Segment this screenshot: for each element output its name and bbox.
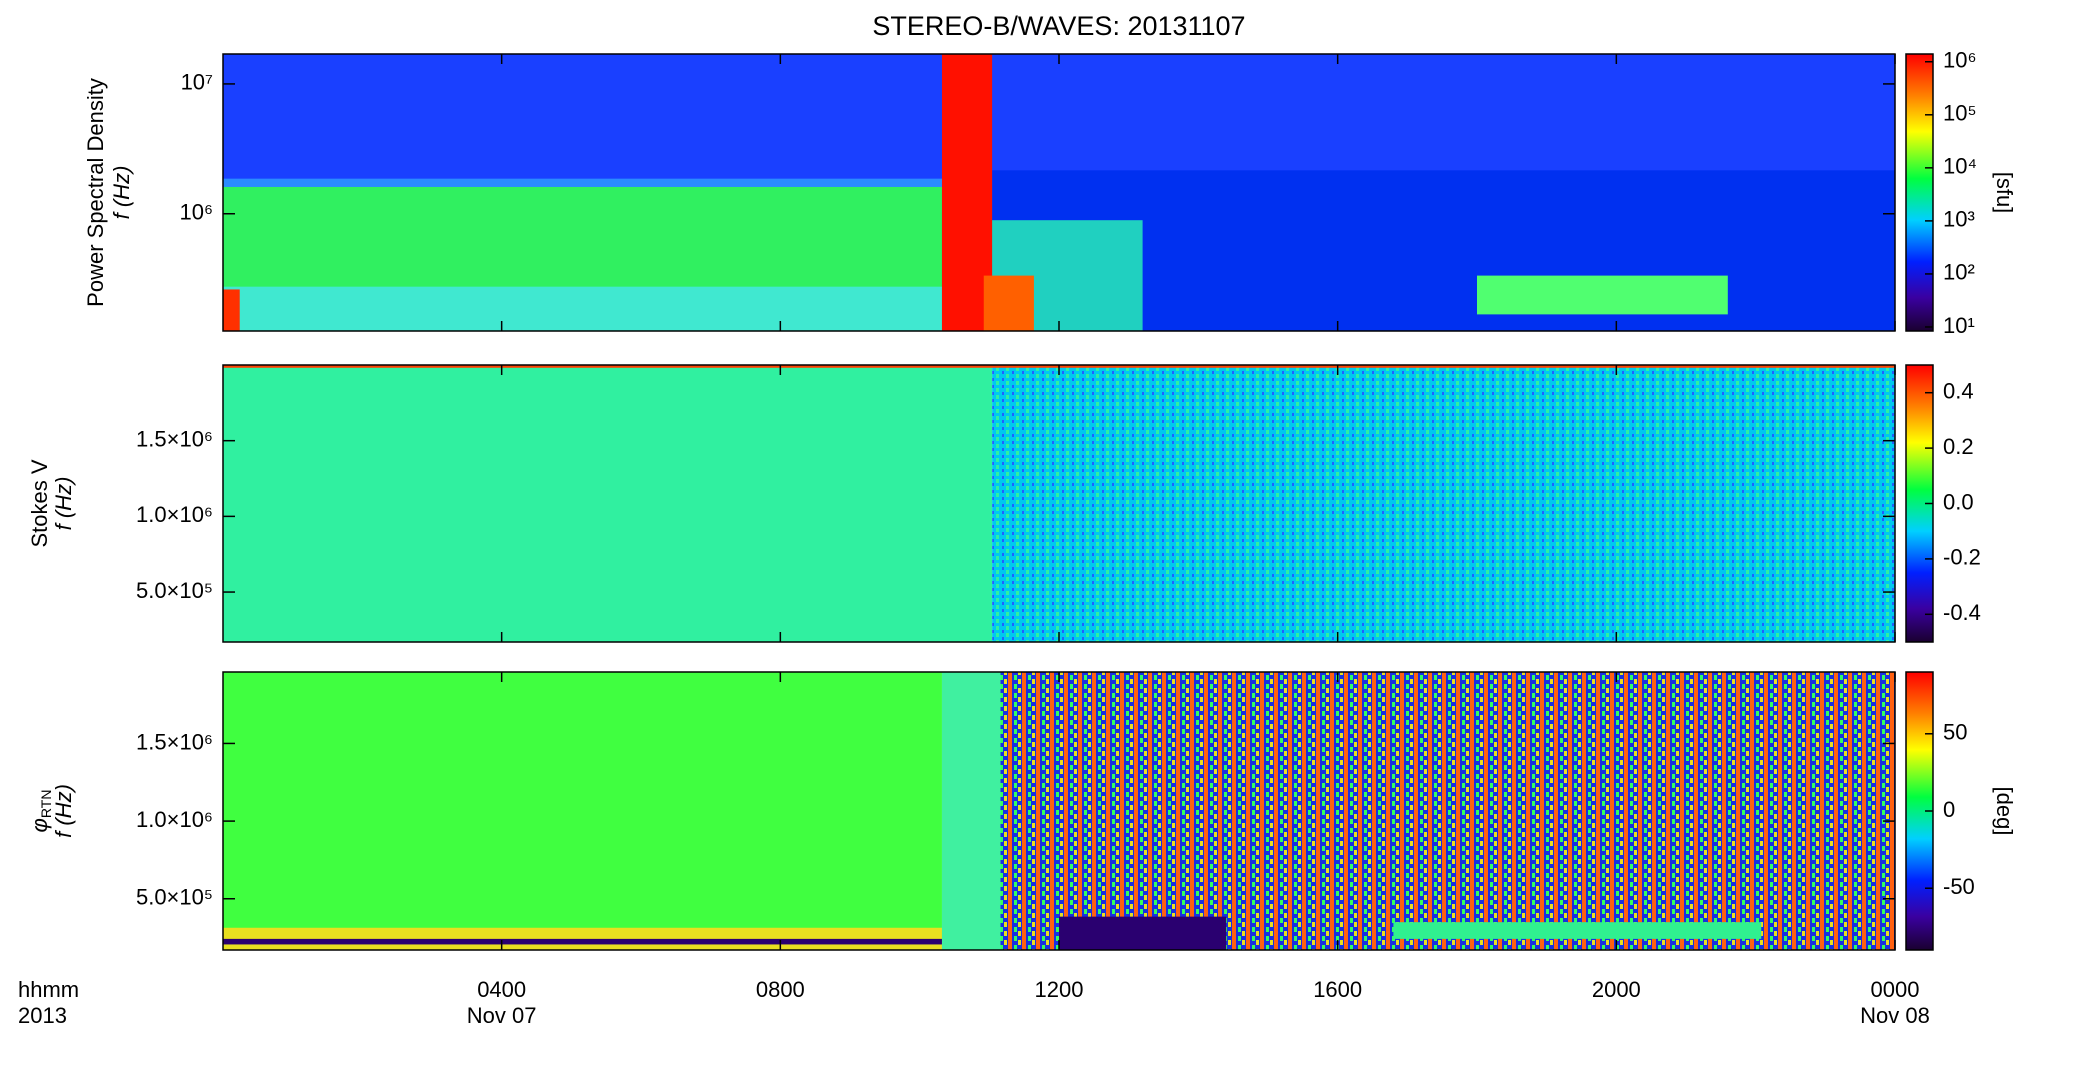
colorbar-tick-label: 10¹ <box>1943 313 1975 338</box>
colorbar-tick-label: 0.2 <box>1943 434 1974 459</box>
spectrogram-texture <box>223 289 240 331</box>
x-tick-label: 0800 <box>756 977 805 1002</box>
colorbar-tick-label: 10⁶ <box>1943 48 1977 73</box>
y-axis-label-subscript: RTN <box>38 790 54 819</box>
x-tick-label: 0400 <box>477 977 526 1002</box>
x-axis-label: 2013 <box>18 1003 67 1028</box>
y-tick-label: 1.0×10⁶ <box>136 807 213 832</box>
spectrogram-texture <box>1000 672 1895 950</box>
spectrogram-texture <box>1059 916 1227 950</box>
x-tick-label: 1200 <box>1035 977 1084 1002</box>
y-tick-label: 10⁷ <box>181 70 213 95</box>
y-tick-label: 5.0×10⁵ <box>136 885 213 910</box>
spectrogram-texture <box>223 365 993 642</box>
spectrogram-texture <box>992 365 1895 642</box>
spectrogram-texture <box>983 275 1034 331</box>
spectrogram-texture <box>223 672 942 950</box>
colorbar-tick-label: 10³ <box>1943 207 1975 232</box>
colorbar-tick-label: 10² <box>1943 260 1975 285</box>
spectrogram-texture <box>223 938 942 945</box>
spectrogram-texture <box>1477 275 1728 315</box>
y-tick-label: 1.5×10⁶ <box>136 426 213 451</box>
spectrogram-texture <box>1393 922 1762 939</box>
y-axis-label: f (Hz) <box>51 477 76 531</box>
colorbar-tick-label: 0.0 <box>1943 489 1974 514</box>
colorbar-tick-label: -50 <box>1943 874 1975 899</box>
colorbar-tick-label: 10⁵ <box>1943 101 1977 126</box>
colorbar-tick-label: 50 <box>1943 720 1967 745</box>
y-tick-label: 5.0×10⁵ <box>136 578 213 603</box>
x-axis-label: hhmm <box>18 977 79 1002</box>
x-date-label: Nov 08 <box>1860 1003 1930 1028</box>
colorbar-tick-label: -0.2 <box>1943 545 1981 570</box>
colorbar-label: [sfu] <box>1992 172 2017 214</box>
y-axis-label: Stokes V <box>27 459 52 547</box>
x-date-label: Nov 07 <box>467 1003 537 1028</box>
spectrogram-texture <box>941 672 1001 950</box>
y-axis-label: f (Hz) <box>109 166 134 220</box>
colorbar-tick-label: 0.4 <box>1943 379 1974 404</box>
y-axis-label: f (Hz) <box>51 784 76 838</box>
y-axis-label-symbol: φ <box>27 818 52 832</box>
x-tick-label: 0000 <box>1871 977 1920 1002</box>
colorbar-tick-label: 10⁴ <box>1943 154 1977 179</box>
colorbar <box>1905 53 1934 332</box>
y-axis-label: φRTN <box>27 790 54 833</box>
y-tick-label: 1.0×10⁶ <box>136 502 213 527</box>
x-tick-label: 2000 <box>1592 977 1641 1002</box>
colorbar-label: [deg] <box>1992 787 2017 836</box>
y-tick-label: 1.5×10⁶ <box>136 729 213 754</box>
y-tick-label: 10⁶ <box>179 200 213 225</box>
chart-title: STEREO-B/WAVES: 20131107 <box>872 11 1245 41</box>
y-axis-label: Power Spectral Density <box>83 78 108 307</box>
colorbar-tick-label: -0.4 <box>1943 600 1981 625</box>
spectrogram-texture <box>223 286 942 331</box>
colorbar-tick-label: 0 <box>1943 797 1955 822</box>
x-tick-label: 1600 <box>1313 977 1362 1002</box>
